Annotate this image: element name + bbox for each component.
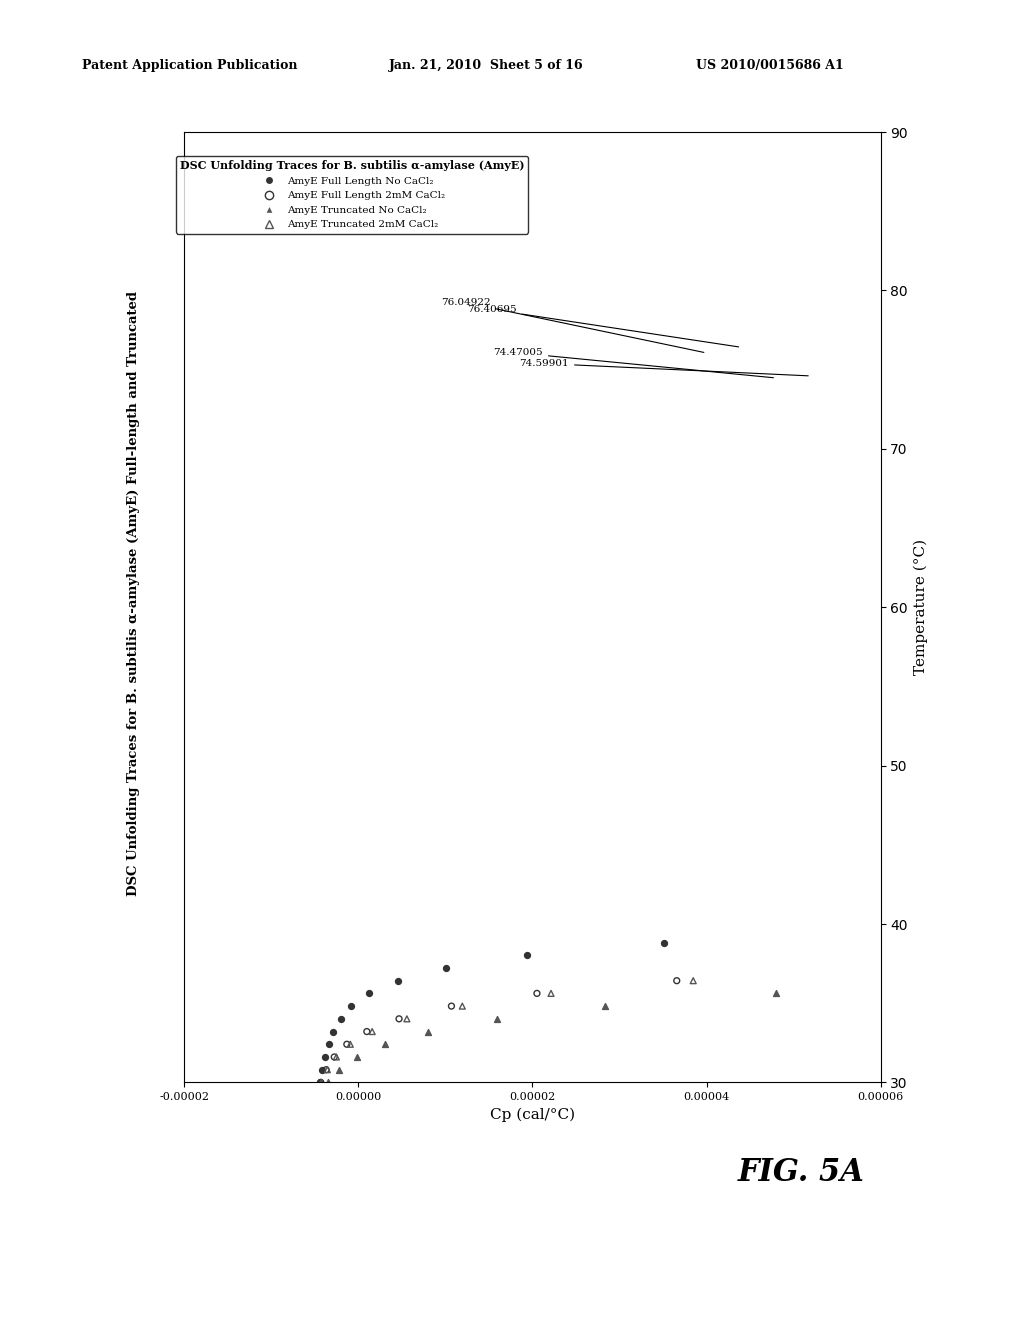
AmyE Full Length No CaCl₂: [311, 1072, 328, 1093]
AmyE Full Length 2mM CaCl₂: [528, 983, 545, 1005]
AmyE Truncated 2mM CaCl₂: [342, 1034, 358, 1055]
AmyE Full Length No CaCl₂: [326, 1020, 342, 1041]
AmyE Truncated 2mM CaCl₂: [328, 1047, 344, 1068]
AmyE Truncated No CaCl₂: [488, 1008, 505, 1030]
AmyE Truncated No CaCl₂: [377, 1034, 393, 1055]
AmyE Truncated 2mM CaCl₂: [398, 1008, 415, 1030]
AmyE Truncated 2mM CaCl₂: [313, 1072, 330, 1093]
AmyE Full Length No CaCl₂: [360, 983, 377, 1005]
AmyE Truncated 2mM CaCl₂: [685, 970, 701, 991]
AmyE Full Length No CaCl₂: [333, 1008, 349, 1030]
AmyE Truncated No CaCl₂: [420, 1020, 436, 1041]
AmyE Truncated 2mM CaCl₂: [319, 1059, 336, 1080]
AmyE Full Length No CaCl₂: [321, 1034, 337, 1055]
Text: FIG. 5A: FIG. 5A: [737, 1158, 864, 1188]
AmyE Full Length 2mM CaCl₂: [669, 970, 685, 991]
AmyE Full Length No CaCl₂: [887, 919, 903, 940]
AmyE Full Length No CaCl₂: [316, 1047, 333, 1068]
AmyE Truncated No CaCl₂: [349, 1047, 366, 1068]
Text: DSC Unfolding Traces for B. subtilis α-amylase (AmyE) Full-length and Truncated: DSC Unfolding Traces for B. subtilis α-a…: [127, 292, 139, 896]
AmyE Truncated 2mM CaCl₂: [454, 995, 470, 1016]
AmyE Full Length No CaCl₂: [438, 957, 455, 978]
AmyE Full Length 2mM CaCl₂: [318, 1059, 335, 1080]
AmyE Full Length 2mM CaCl₂: [897, 957, 913, 978]
AmyE Full Length 2mM CaCl₂: [326, 1047, 342, 1068]
AmyE Truncated No CaCl₂: [767, 983, 783, 1005]
Legend: AmyE Full Length No CaCl₂, AmyE Full Length 2mM CaCl₂, AmyE Truncated No CaCl₂, : AmyE Full Length No CaCl₂, AmyE Full Len…: [175, 156, 528, 234]
Text: 74.59901: 74.59901: [519, 359, 808, 376]
AmyE Truncated 2mM CaCl₂: [543, 983, 559, 1005]
AmyE Full Length No CaCl₂: [519, 945, 536, 966]
Text: 74.47005: 74.47005: [494, 348, 773, 378]
Text: 76.04922: 76.04922: [441, 298, 703, 352]
AmyE Full Length No CaCl₂: [314, 1059, 331, 1080]
AmyE Full Length No CaCl₂: [343, 995, 359, 1016]
Text: 76.40695: 76.40695: [467, 305, 738, 347]
AmyE Full Length No CaCl₂: [656, 932, 673, 953]
AmyE Full Length 2mM CaCl₂: [443, 995, 460, 1016]
AmyE Full Length 2mM CaCl₂: [312, 1072, 329, 1093]
AmyE Truncated No CaCl₂: [597, 995, 613, 1016]
AmyE Truncated No CaCl₂: [331, 1059, 347, 1080]
AmyE Truncated 2mM CaCl₂: [364, 1020, 380, 1041]
AmyE Full Length No CaCl₂: [390, 970, 407, 991]
AmyE Full Length 2mM CaCl₂: [391, 1008, 408, 1030]
Text: Patent Application Publication: Patent Application Publication: [82, 59, 297, 73]
Text: Jan. 21, 2010  Sheet 5 of 16: Jan. 21, 2010 Sheet 5 of 16: [389, 59, 584, 73]
AmyE Truncated No CaCl₂: [319, 1072, 336, 1093]
X-axis label: Cp (cal/°C): Cp (cal/°C): [489, 1107, 575, 1122]
Y-axis label: Temperature (°C): Temperature (°C): [913, 539, 928, 676]
AmyE Full Length 2mM CaCl₂: [358, 1020, 375, 1041]
Text: US 2010/0015686 A1: US 2010/0015686 A1: [696, 59, 844, 73]
AmyE Full Length 2mM CaCl₂: [339, 1034, 355, 1055]
AmyE Truncated 2mM CaCl₂: [912, 957, 929, 978]
